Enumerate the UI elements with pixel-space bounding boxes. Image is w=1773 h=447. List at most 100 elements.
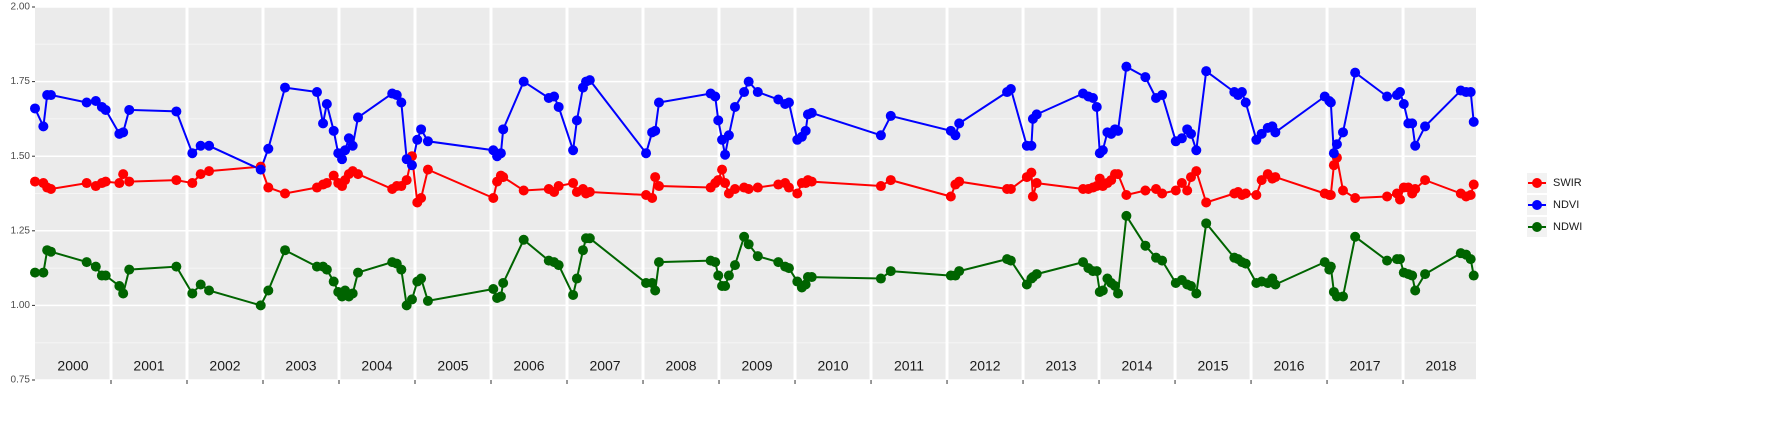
point [650, 172, 661, 183]
point [204, 140, 215, 151]
point [792, 188, 803, 199]
point [568, 178, 579, 189]
point [187, 148, 198, 159]
point [1398, 98, 1409, 109]
point [280, 82, 291, 93]
point [1468, 179, 1479, 190]
point [38, 121, 49, 132]
point [1325, 189, 1336, 200]
year-label: 2001 [133, 358, 164, 374]
point [1027, 191, 1038, 202]
point [1182, 185, 1193, 196]
point [954, 118, 965, 129]
point [1113, 169, 1124, 180]
point [743, 76, 754, 87]
point [1097, 145, 1108, 156]
point [1410, 140, 1421, 151]
year-label: 2004 [361, 358, 392, 374]
point [584, 75, 595, 86]
point [571, 273, 582, 284]
point [875, 273, 886, 284]
point [650, 125, 661, 136]
y-tick-label: 0.75 [11, 375, 31, 386]
point [204, 166, 215, 177]
point [1031, 269, 1042, 280]
point [347, 288, 358, 299]
point [577, 245, 588, 256]
point [743, 239, 754, 250]
point [1270, 127, 1281, 138]
point [1201, 66, 1212, 77]
point [263, 182, 274, 193]
point [1201, 197, 1212, 208]
point [752, 182, 763, 193]
point [118, 127, 129, 138]
point [1236, 87, 1247, 98]
point [118, 288, 129, 299]
point [1176, 178, 1187, 189]
point [806, 107, 817, 118]
point [1394, 194, 1405, 205]
point [118, 169, 129, 180]
point [710, 91, 721, 102]
point [1031, 109, 1042, 120]
point [1270, 279, 1281, 290]
point [717, 164, 728, 175]
point [1382, 255, 1393, 266]
point [641, 148, 652, 159]
point [1091, 266, 1102, 277]
point [653, 257, 664, 268]
point [406, 294, 417, 305]
point [321, 98, 332, 109]
point [353, 169, 364, 180]
y-tick-label: 2.00 [11, 2, 31, 13]
point [783, 263, 794, 274]
point [321, 178, 332, 189]
point [945, 191, 956, 202]
point [171, 106, 182, 117]
point [1097, 285, 1108, 296]
point [1113, 125, 1124, 136]
point [1140, 185, 1151, 196]
point [353, 267, 364, 278]
point [950, 130, 961, 141]
point [1350, 231, 1361, 242]
point [1420, 121, 1431, 132]
point [783, 97, 794, 108]
point [729, 101, 740, 112]
point [263, 285, 274, 296]
point [739, 87, 750, 98]
point [1026, 167, 1037, 178]
point [1468, 116, 1479, 127]
point [1157, 90, 1168, 101]
point [1382, 191, 1393, 202]
point [391, 90, 402, 101]
point [416, 192, 427, 203]
point [124, 176, 135, 187]
y-tick-label: 1.00 [11, 300, 31, 311]
legend-label: NDWI [1553, 221, 1582, 233]
legend-label: NDVI [1553, 199, 1579, 211]
point [1121, 61, 1132, 72]
point [343, 133, 354, 144]
point [38, 267, 49, 278]
point [885, 110, 896, 121]
point [495, 148, 506, 159]
point [653, 97, 664, 108]
point [1157, 188, 1168, 199]
point [1121, 189, 1132, 200]
point [1157, 255, 1168, 266]
point [422, 164, 433, 175]
point [81, 97, 92, 108]
year-label: 2016 [1273, 358, 1304, 374]
point [30, 103, 40, 114]
year-label: 2009 [741, 358, 772, 374]
point [1350, 192, 1361, 203]
point [1394, 87, 1405, 98]
point [195, 169, 206, 180]
point [752, 251, 763, 262]
point [280, 188, 291, 199]
point [1113, 288, 1124, 299]
point [1240, 258, 1251, 269]
point [1465, 189, 1476, 200]
